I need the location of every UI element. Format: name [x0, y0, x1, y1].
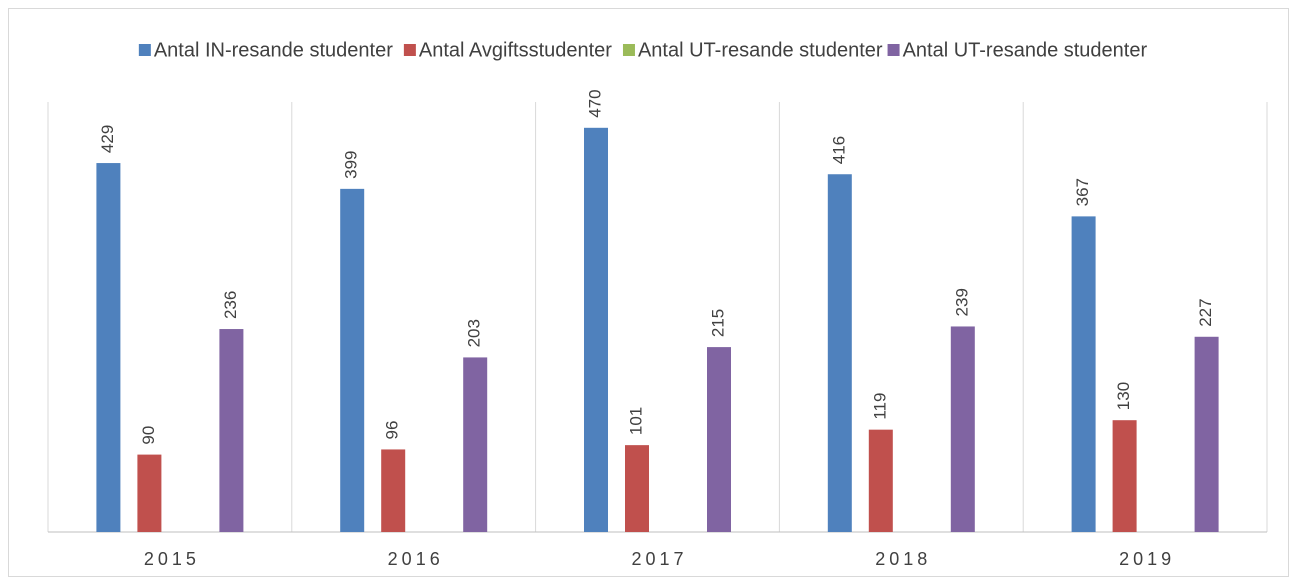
- bar: [463, 357, 488, 532]
- legend-swatch: [403, 44, 416, 56]
- data-label: 399: [342, 150, 361, 178]
- x-tick-label: 2018: [875, 549, 931, 569]
- legend-swatch: [622, 44, 635, 56]
- data-label: 215: [708, 309, 727, 337]
- legend: Antal IN-resande studenter Antal Avgiftss…: [138, 39, 1148, 61]
- legend-label: Antal UT-resande studenter: [903, 39, 1148, 61]
- bar: [584, 127, 608, 533]
- data-label: 203: [465, 319, 484, 347]
- data-label: 130: [1114, 382, 1133, 410]
- bar: [1112, 420, 1137, 532]
- x-tick-label: 2017: [631, 549, 687, 569]
- bar: [1071, 216, 1096, 532]
- data-label: 101: [626, 407, 645, 435]
- data-label: 90: [139, 426, 158, 445]
- bar: [707, 347, 731, 532]
- bar: [381, 449, 406, 532]
- data-label: 227: [1196, 298, 1215, 326]
- bar: [1194, 336, 1219, 532]
- data-label: 416: [829, 136, 848, 164]
- x-tick-label: 2016: [388, 549, 444, 569]
- data-label: 119: [870, 393, 889, 420]
- data-label: 236: [221, 291, 240, 319]
- bar: [625, 445, 649, 532]
- data-label: 367: [1073, 178, 1092, 206]
- data-label: 429: [98, 125, 117, 153]
- data-label: 470: [585, 89, 604, 117]
- bar: [827, 174, 852, 533]
- legend-label: Antal UT-resande studenter: [638, 39, 883, 61]
- bar: [137, 454, 162, 532]
- data-label: 96: [383, 421, 402, 440]
- legend-label: Antal Avgiftsstudenter: [419, 39, 612, 61]
- legend-label: Antal IN-resande studenter: [154, 39, 393, 61]
- bar: [868, 429, 893, 532]
- legend-swatch: [887, 44, 900, 56]
- bar: [219, 329, 244, 532]
- legend-swatch: [138, 44, 151, 56]
- bar: [950, 326, 975, 532]
- x-tick-label: 2019: [1119, 549, 1175, 569]
- x-tick-label: 2015: [144, 549, 200, 569]
- data-label: 239: [952, 288, 971, 316]
- bar: [340, 188, 365, 533]
- bar: [96, 163, 121, 532]
